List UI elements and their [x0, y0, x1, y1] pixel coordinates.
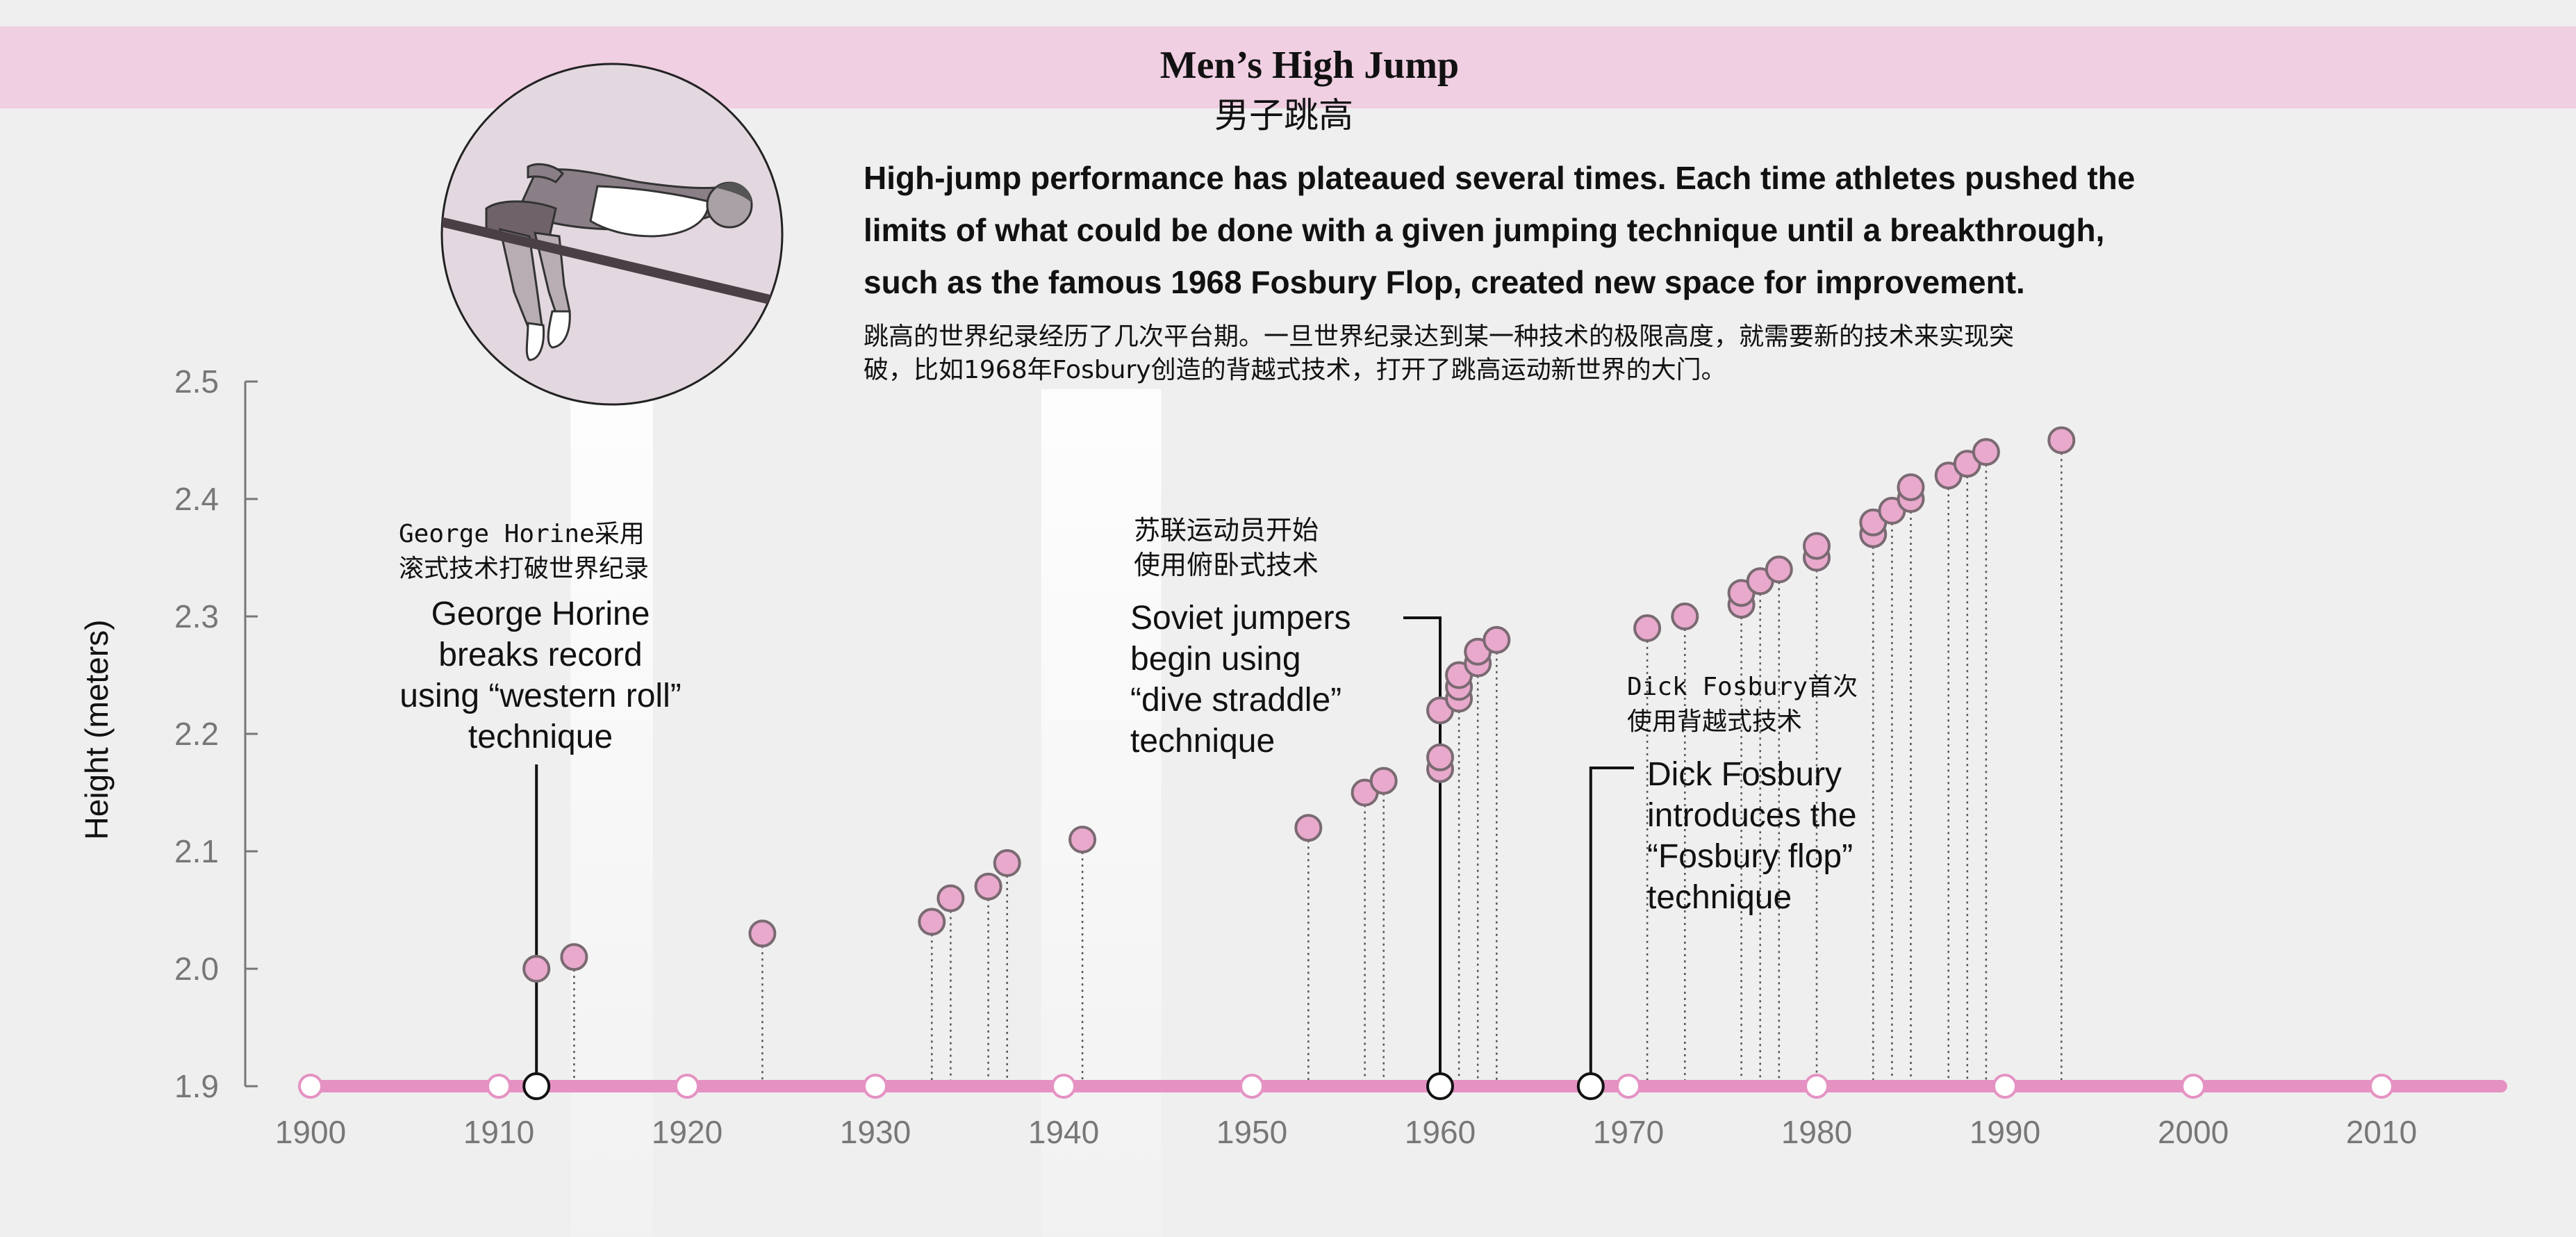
y-tick-label-2: 2.1 [174, 833, 219, 869]
event-fosbury-zh-1: Dick Fosbury首次 [1627, 673, 1858, 701]
record-point-0 [522, 955, 551, 983]
event-annotations: George Horine采用 滚式技术打破世界纪录 George Horine… [399, 515, 1858, 1086]
event-soviet-en-1: Soviet jumpers [1130, 600, 1351, 637]
event-marker-1968 [1576, 1072, 1605, 1100]
event-soviet: 苏联运动员开始 使用俯卧式技术 Soviet jumpers begin usi… [1130, 515, 1442, 1086]
record-point-25 [1765, 555, 1793, 584]
x-axis-ticks: 1900 1910 1920 1930 1940 1950 1960 1970 1980 1990… [275, 1114, 2417, 1150]
x-tick-label-1960: 1960 [1405, 1114, 1476, 1150]
event-horine-en-2: breaks record [438, 637, 642, 673]
x-tick-label-1930: 1930 [840, 1114, 911, 1150]
y-tick-label-5: 2.4 [174, 481, 219, 517]
event-fosbury-en-3: “Fosbury flop” [1647, 838, 1853, 875]
record-point-5 [974, 872, 1002, 901]
intro-en-line-1: High-jump performance has plateaued seve… [864, 160, 2135, 196]
event-marker-1960 [1426, 1072, 1454, 1100]
record-points [522, 426, 2076, 983]
y-tick-label-0: 1.9 [174, 1068, 219, 1104]
x-tick-label-1980: 1980 [1781, 1114, 1852, 1150]
y-tick-label-4: 2.3 [174, 598, 219, 634]
record-point-19 [1483, 625, 1511, 654]
record-point-35 [1972, 438, 2000, 466]
timeline-marker-2000 [2181, 1074, 2206, 1099]
x-tick-label-1990: 1990 [1970, 1114, 2040, 1150]
x-tick-label-2000: 2000 [2158, 1114, 2229, 1150]
record-point-6 [993, 849, 1021, 877]
event-horine-en-3: using “western roll” [399, 678, 681, 714]
y-tick-label-3: 2.2 [174, 716, 219, 752]
event-fosbury-zh-2: 使用背越式技术 [1627, 707, 1802, 736]
timeline-marker-2010 [2369, 1074, 2394, 1099]
y-axis: 1.9 2.0 2.1 2.2 2.3 2.4 2.5 [174, 363, 258, 1104]
x-tick-label-1950: 1950 [1216, 1114, 1287, 1150]
record-point-2 [748, 919, 777, 948]
record-point-12 [1426, 743, 1454, 771]
event-horine-zh-1: George Horine采用 [399, 520, 645, 548]
intro-en-line-3: such as the famous 1968 Fosbury Flop, cr… [864, 264, 2025, 300]
timeline-marker-1900 [298, 1074, 323, 1099]
event-horine-en-4: technique [468, 719, 613, 755]
intro-en-line-2: limits of what could be done with a give… [864, 212, 2104, 248]
x-tick-label-1910: 1910 [463, 1114, 534, 1150]
record-point-3 [918, 908, 946, 936]
intro-zh-line-2: 破，比如1968年Fosbury创造的背越式技术，打开了跳高运动新世界的大门。 [864, 356, 1726, 384]
y-axis-label: Height (meters) [79, 620, 115, 840]
header-band [0, 26, 2576, 108]
timeline-marker-1980 [1804, 1074, 1829, 1099]
timeline-marker-1920 [675, 1074, 700, 1099]
event-soviet-en-4: technique [1130, 723, 1275, 760]
record-point-8 [1294, 814, 1323, 842]
y-tick-label-1: 2.0 [174, 951, 219, 987]
event-fosbury: Dick Fosbury首次 使用背越式技术 Dick Fosbury intr… [1589, 673, 1858, 1086]
event-horine-en-1: George Horine [431, 596, 650, 632]
timeline-markers [298, 1074, 2394, 1099]
record-point-36 [2047, 426, 2076, 454]
page-title: Men’s High Jump [1160, 44, 1459, 87]
event-soviet-en-3: “dive straddle” [1130, 682, 1341, 719]
y-tick-label-6: 2.5 [174, 363, 219, 400]
event-marker-1912 [522, 1072, 551, 1100]
event-soviet-zh-2: 使用俯卧式技术 [1134, 550, 1319, 580]
timeline-marker-1930 [863, 1074, 888, 1099]
record-point-7 [1068, 826, 1097, 854]
record-point-4 [936, 884, 965, 912]
timeline-marker-1990 [1992, 1074, 2017, 1099]
timeline-marker-1970 [1616, 1074, 1641, 1099]
event-soviet-leader [1403, 616, 1442, 1086]
x-tick-label-1900: 1900 [275, 1114, 346, 1150]
event-horine: George Horine采用 滚式技术打破世界纪录 George Horine… [399, 520, 682, 1086]
highlight-bands [570, 389, 1162, 1237]
x-tick-label-2010: 2010 [2346, 1114, 2417, 1150]
x-tick-label-1970: 1970 [1593, 1114, 1664, 1150]
event-fosbury-en-2: introduces the [1647, 797, 1857, 834]
timeline-marker-1940 [1051, 1074, 1076, 1099]
drop-lines [535, 440, 2063, 1086]
event-horine-zh-2: 滚式技术打破世界纪录 [399, 555, 649, 583]
x-tick-label-1940: 1940 [1028, 1114, 1099, 1150]
timeline-marker-1950 [1239, 1074, 1264, 1099]
event-fosbury-en-4: technique [1647, 879, 1792, 916]
intro-text: High-jump performance has plateaued seve… [864, 160, 2135, 384]
event-markers [522, 1072, 1605, 1100]
event-soviet-zh-1: 苏联运动员开始 [1134, 515, 1319, 546]
record-point-32 [1897, 473, 1925, 502]
event-fosbury-leader [1589, 767, 1634, 1086]
timeline-marker-1910 [486, 1074, 511, 1099]
record-point-27 [1803, 532, 1831, 560]
record-point-10 [1369, 767, 1398, 795]
highlight-band-0 [570, 389, 653, 1237]
intro-zh-line-1: 跳高的世界纪录经历了几次平台期。一旦世界纪录达到某一种技术的极限高度，就需要新的… [864, 322, 2014, 351]
page-title-zh: 男子跳高 [1214, 95, 1353, 136]
x-tick-label-1920: 1920 [652, 1114, 723, 1150]
event-fosbury-en-1: Dick Fosbury [1647, 756, 1842, 793]
record-point-21 [1671, 603, 1699, 630]
record-point-20 [1633, 614, 1662, 642]
event-soviet-en-2: begin using [1130, 641, 1301, 678]
record-point-1 [560, 943, 588, 972]
high-jumper-illustration [440, 63, 784, 406]
